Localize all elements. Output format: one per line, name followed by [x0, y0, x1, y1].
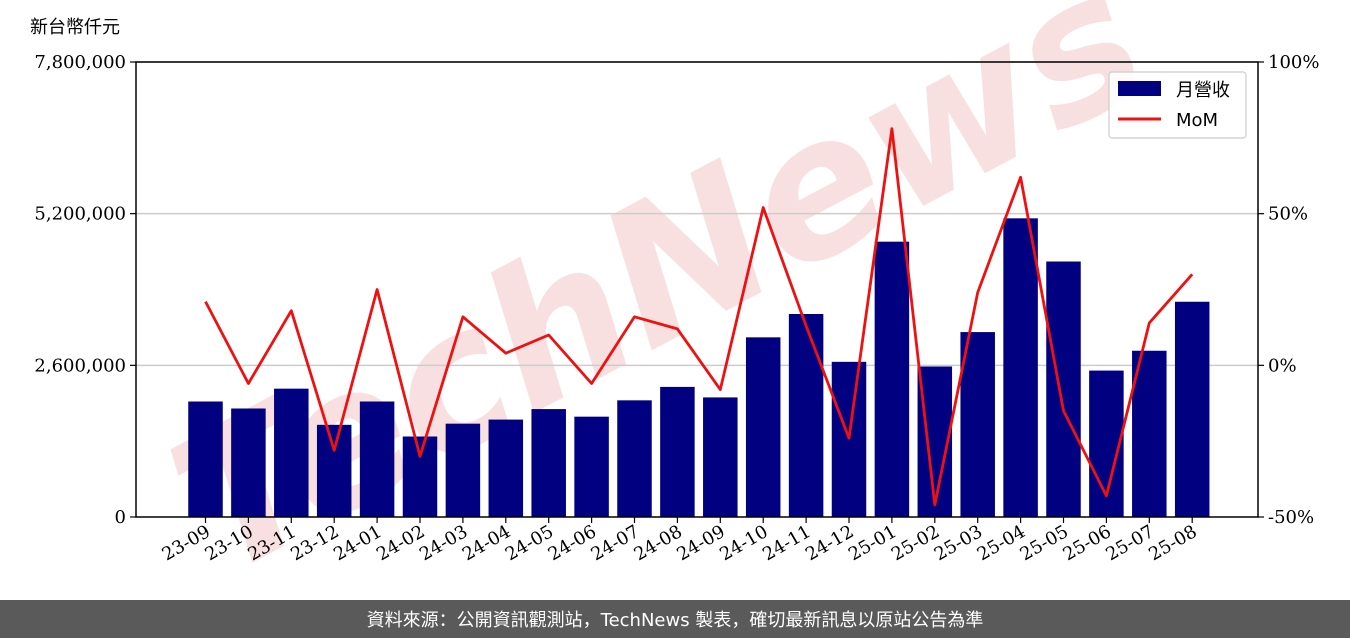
x-tick-label: 24-04: [459, 521, 514, 565]
left-tick-label: 0: [115, 507, 126, 528]
left-tick-label: 2,600,000: [34, 355, 126, 376]
x-tick-label: 25-01: [845, 521, 900, 565]
x-tick-label: 24-07: [588, 521, 643, 565]
revenue-bar: [960, 332, 995, 517]
x-tick-label: 24-03: [416, 521, 471, 565]
legend-label-revenue: 月營收: [1176, 80, 1230, 101]
revenue-bar: [874, 241, 910, 517]
x-tick-label: 25-05: [1017, 521, 1072, 565]
revenue-bar: [660, 386, 695, 517]
plot-frame: [135, 61, 1259, 518]
revenue-bar: [788, 314, 824, 517]
x-tick-label: 25-07: [1102, 521, 1157, 565]
right-tick-label: -50%: [1268, 507, 1314, 528]
x-tick-label: 24-10: [716, 521, 771, 565]
x-tick-label: 24-12: [802, 521, 857, 565]
right-tick-label: 100%: [1268, 52, 1319, 73]
revenue-bar: [316, 424, 352, 517]
x-tick-label: 24-11: [759, 521, 814, 565]
revenue-bar: [445, 423, 481, 517]
x-tick-label: 25-04: [974, 521, 1029, 565]
revenue-bar: [1003, 218, 1038, 518]
source-footer: 資料來源：公開資訊觀測站，TechNews 製表，確切最新訊息以原站公告為準: [0, 600, 1350, 638]
revenue-chart: TechNews 02,600,0005,200,0007,800,000-50…: [30, 0, 1319, 600]
legend: 月營收 MoM: [1108, 71, 1247, 139]
revenue-bar: [274, 388, 309, 517]
x-tick-label: 25-02: [888, 521, 943, 565]
legend-bar-swatch: [1118, 81, 1161, 96]
revenue-bar: [231, 408, 266, 517]
revenue-bar: [617, 400, 652, 517]
revenue-bar: [359, 401, 395, 517]
x-tick-label: 25-03: [931, 521, 986, 565]
x-tick-label: 24-09: [673, 521, 728, 565]
revenue-bar: [745, 337, 781, 517]
revenue-bar: [488, 419, 524, 517]
revenue-bar: [1132, 350, 1167, 517]
left-tick-label: 5,200,000: [34, 204, 126, 225]
mom-line-series: [204, 127, 1194, 507]
right-tick-label: 0%: [1268, 355, 1297, 376]
revenue-bar: [1046, 261, 1081, 517]
y-unit-label: 新台幣仟元: [30, 17, 120, 38]
x-tick-label: 23-09: [159, 521, 214, 565]
revenue-bar: [1174, 301, 1210, 517]
revenue-bar: [574, 416, 609, 517]
x-tick-label: 25-08: [1145, 521, 1200, 565]
revenue-bar: [402, 436, 438, 517]
x-tick-label: 25-06: [1059, 521, 1114, 565]
revenue-bar: [188, 401, 223, 517]
revenue-bar: [703, 397, 738, 517]
legend-label-mom: MoM: [1176, 110, 1218, 131]
x-tick-label: 24-06: [545, 521, 600, 565]
left-tick-label: 7,800,000: [34, 52, 126, 73]
mom-line: [204, 127, 1194, 507]
x-tick-label: 24-05: [502, 521, 557, 565]
bar-series: [188, 218, 1210, 518]
x-tick-label: 24-08: [630, 521, 685, 565]
right-tick-label: 50%: [1268, 204, 1308, 225]
revenue-bar: [531, 409, 566, 517]
